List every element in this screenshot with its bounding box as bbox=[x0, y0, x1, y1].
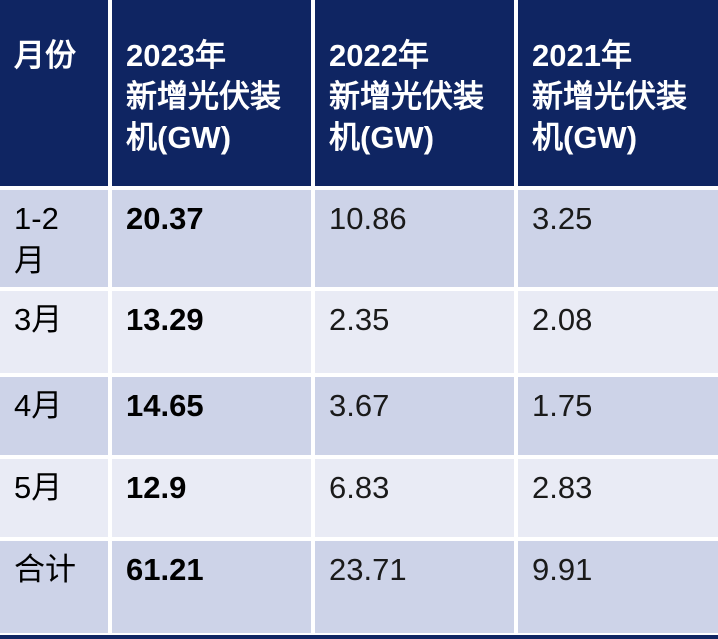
value-cell-2022: 6.83 bbox=[315, 459, 514, 537]
month-cell: 4月 bbox=[0, 377, 108, 455]
value-cell-2021: 3.25 bbox=[518, 190, 718, 287]
value-cell-2021: 1.75 bbox=[518, 377, 718, 455]
value-cell-2021: 2.83 bbox=[518, 459, 718, 537]
month-cell: 1-2 月 bbox=[0, 190, 108, 287]
header-cell-month: 月份 bbox=[0, 0, 108, 186]
header-cell-2022: 2022年 新增光伏装机(GW) bbox=[315, 0, 514, 186]
value-cell-2021: 2.08 bbox=[518, 291, 718, 373]
month-cell: 3月 bbox=[0, 291, 108, 373]
value-cell-2023: 13.29 bbox=[112, 291, 311, 373]
total-label-cell: 合计 bbox=[0, 541, 108, 633]
value-cell-2023: 12.9 bbox=[112, 459, 311, 537]
month-cell: 5月 bbox=[0, 459, 108, 537]
value-cell-2022: 3.67 bbox=[315, 377, 514, 455]
total-value-cell-2022: 23.71 bbox=[315, 541, 514, 633]
table-bottom-border bbox=[0, 635, 718, 639]
header-cell-2023: 2023年 新增光伏装机(GW) bbox=[112, 0, 311, 186]
total-value-cell-2023: 61.21 bbox=[112, 541, 311, 633]
value-cell-2023: 14.65 bbox=[112, 377, 311, 455]
value-cell-2022: 2.35 bbox=[315, 291, 514, 373]
total-value-cell-2021: 9.91 bbox=[518, 541, 718, 633]
value-cell-2023: 20.37 bbox=[112, 190, 311, 287]
value-cell-2022: 10.86 bbox=[315, 190, 514, 287]
header-cell-2021: 2021年 新增光伏装机(GW) bbox=[518, 0, 718, 186]
